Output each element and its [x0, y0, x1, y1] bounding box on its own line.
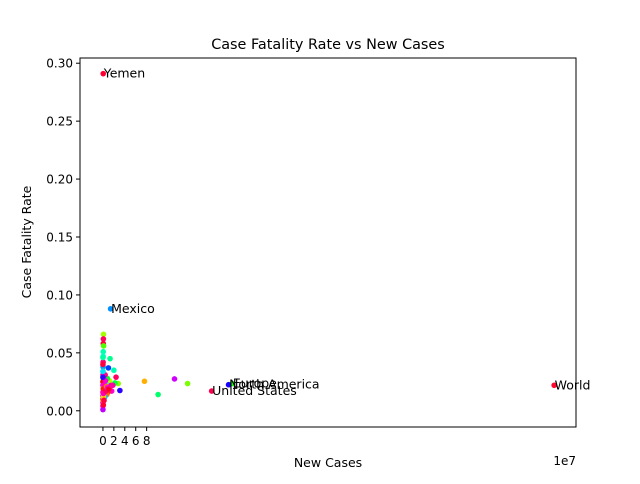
scatter-point [100, 343, 107, 349]
scatter-point [105, 365, 112, 371]
plot-frame [79, 57, 577, 428]
point-label: World [555, 377, 591, 392]
point-label: United States [212, 383, 297, 398]
y-tick-label: 0.00 [46, 404, 73, 418]
x-tick-label: 8 [143, 434, 151, 448]
y-tick-label: 0.10 [46, 288, 73, 302]
scatter-point [108, 382, 114, 389]
scatter-point [184, 380, 191, 387]
scatter-point [551, 382, 557, 389]
scatter-point [100, 70, 107, 77]
x-tick-label: 4 [121, 434, 129, 448]
scatter-point [100, 331, 107, 338]
scatter-point [155, 391, 161, 398]
point-label: Europe [233, 376, 277, 391]
x-tick-label: 2 [110, 434, 118, 448]
scatter-point [225, 381, 232, 388]
point-label: North America [229, 377, 320, 392]
scatter-point [111, 367, 117, 374]
y-tick-label: 0.30 [46, 57, 73, 71]
y-axis-label: Case Fatality Rate [19, 185, 34, 298]
scatter-point [101, 397, 107, 404]
scatter-point [107, 306, 114, 312]
scatter-point [100, 336, 107, 342]
point-label: Yemen [103, 66, 145, 81]
y-tick-label: 0.05 [46, 346, 73, 360]
scatter-point [100, 348, 107, 355]
x-tick-label: 0 [99, 434, 107, 448]
chart-title: Case Fatality Rate vs New Cases [211, 37, 445, 53]
scatter-point [141, 378, 148, 385]
points-layer [100, 70, 557, 413]
scatter-point [100, 374, 106, 380]
scatter-point [117, 387, 123, 394]
scatter-point [107, 355, 113, 362]
scatter-point [100, 402, 107, 408]
y-tick-label: 0.25 [46, 115, 73, 129]
y-ticks-layer: 0.00 0.05 0.10 0.15 0.20 0.25 0.30 [46, 57, 80, 418]
scatter-point [100, 354, 106, 361]
scatter-point [100, 406, 106, 413]
y-tick-label: 0.20 [46, 173, 73, 187]
scatter-point [100, 368, 106, 375]
x-axis-label: New Cases [294, 455, 362, 470]
scatter-point [113, 374, 119, 380]
plot-area-background [80, 58, 576, 427]
scatter-point [208, 388, 215, 394]
scatter-point [100, 361, 106, 368]
x-tick-label: 6 [132, 434, 140, 448]
x-axis-offset-label: 1e7 [553, 454, 576, 468]
y-tick-label: 0.15 [46, 230, 73, 244]
scatter-point [171, 376, 178, 382]
point-label: Mexico [111, 301, 155, 316]
